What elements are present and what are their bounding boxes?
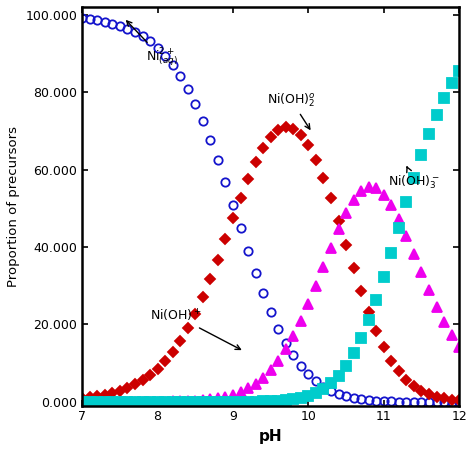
Text: Ni(OH)$_3^-$: Ni(OH)$_3^-$	[388, 167, 439, 190]
Text: Ni(OH)$_2^o$: Ni(OH)$_2^o$	[267, 92, 316, 129]
Y-axis label: Proportion of precursors: Proportion of precursors	[7, 126, 20, 287]
X-axis label: pH: pH	[259, 429, 283, 444]
Text: Ni$^{2+}_{(aq)}$: Ni$^{2+}_{(aq)}$	[127, 21, 178, 69]
Text: Ni(OH)$^+$: Ni(OH)$^+$	[150, 308, 240, 350]
